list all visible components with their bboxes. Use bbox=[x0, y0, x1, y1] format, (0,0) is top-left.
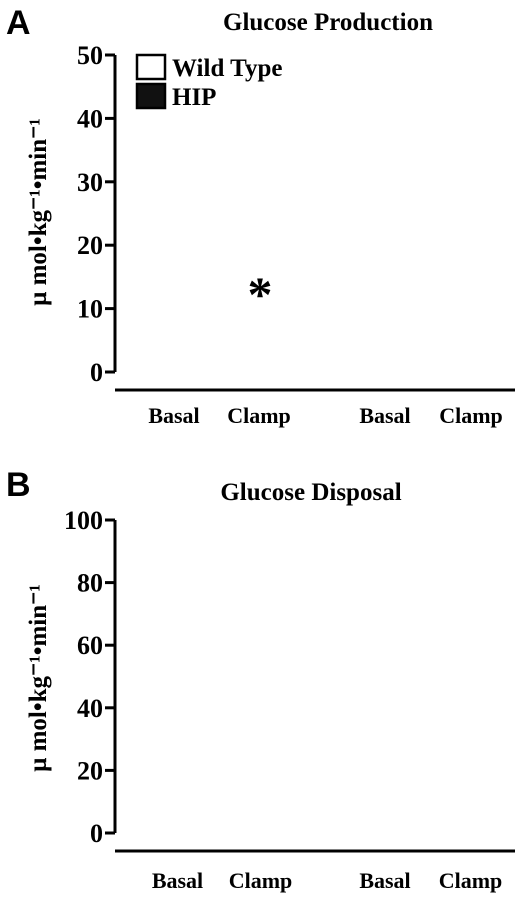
panel-b-category-label: Basal bbox=[359, 868, 410, 893]
legend-label-hip: HIP bbox=[172, 84, 216, 111]
panel-b-y-tick-label: 40 bbox=[77, 694, 103, 723]
panel-a-y-axis-label: μ mol•kg⁻¹•min⁻¹ bbox=[25, 118, 52, 306]
panel-b-category-label: Basal bbox=[152, 868, 203, 893]
panel-b-category-label: Clamp bbox=[439, 868, 503, 893]
panel-a-y-tick-label: 40 bbox=[77, 104, 103, 133]
panel-b-y-axis-label: μ mol•kg⁻¹•min⁻¹ bbox=[25, 584, 52, 772]
panel-b-y-tick-label: 20 bbox=[77, 756, 103, 785]
panel-a-y-tick-label: 50 bbox=[77, 41, 103, 70]
panel-b-labels: Basal Clamp Basal Clamp bbox=[152, 868, 502, 893]
panel-a-chart: A Glucose Production μ mol•kg⁻¹•min⁻¹ 0 1… bbox=[6, 4, 515, 428]
legend-swatch-hip bbox=[135, 82, 167, 110]
legend-label-wild-type: Wild Type bbox=[172, 55, 282, 82]
panel-b-category-label: Clamp bbox=[229, 868, 293, 893]
panel-b-letter: B bbox=[6, 466, 31, 504]
panel-b-y-tick-label: 60 bbox=[77, 631, 103, 660]
panel-b-axes: 0 20 40 60 80 100 bbox=[64, 506, 515, 853]
panel-a-y-tick-label: 10 bbox=[77, 295, 103, 324]
panel-a-labels: Basal Clamp Basal Clamp * bbox=[148, 266, 502, 428]
panel-b-y-tick-label: 0 bbox=[90, 819, 103, 848]
panel-a-legend: Wild Type HIP bbox=[135, 53, 282, 111]
panel-b-title: Glucose Disposal bbox=[220, 479, 401, 506]
panel-a-y-tick-label: 0 bbox=[90, 358, 103, 387]
panel-b-y-tick-label: 100 bbox=[64, 506, 103, 535]
panel-a-category-label: Basal bbox=[148, 403, 199, 428]
panel-a-y-tick-label: 20 bbox=[77, 231, 103, 260]
panel-b-chart: B Glucose Disposal μ mol•kg⁻¹•min⁻¹ 0 20 4… bbox=[6, 466, 515, 893]
panel-a-letter: A bbox=[6, 4, 31, 42]
panel-a-category-label: Basal bbox=[359, 403, 410, 428]
panel-a-category-label: Clamp bbox=[439, 403, 503, 428]
panel-b-y-tick-label: 80 bbox=[77, 569, 103, 598]
panel-a-significance-marker: * bbox=[248, 266, 273, 322]
panel-a-category-label: Clamp bbox=[227, 403, 291, 428]
panel-a-y-tick-label: 30 bbox=[77, 168, 103, 197]
panel-a-axes: 0 10 20 30 40 50 bbox=[77, 41, 515, 392]
legend-swatch-wild-type bbox=[135, 53, 167, 81]
panel-a-title: Glucose Production bbox=[223, 9, 433, 36]
